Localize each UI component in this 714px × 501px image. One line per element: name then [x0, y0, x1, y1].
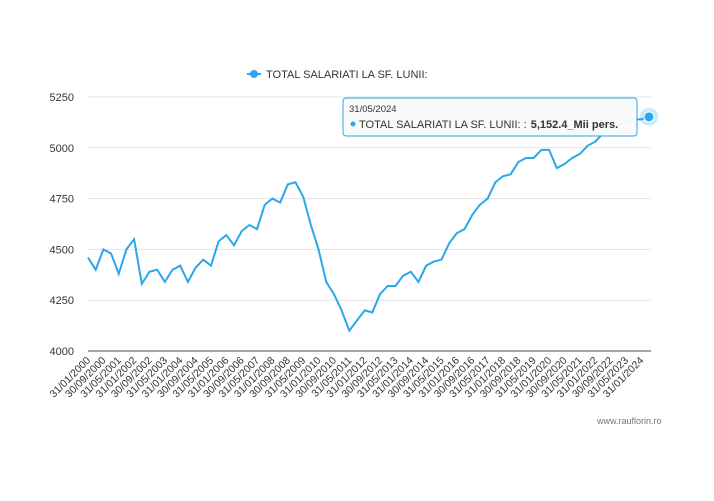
y-tick-label: 4500	[50, 244, 74, 256]
tooltip-text: TOTAL SALARIATI LA SF. LUNII: : 5,152.4_M…	[359, 119, 618, 131]
y-tick-label: 4000	[50, 346, 74, 358]
credit: www.rauflorin.ro	[596, 416, 662, 426]
tooltip-label: TOTAL SALARIATI LA SF. LUNII: :	[359, 119, 527, 131]
legend-label: TOTAL SALARIATI LA SF. LUNII:	[266, 69, 428, 81]
y-tick-label: 4750	[50, 194, 74, 206]
legend-marker	[250, 70, 258, 78]
tooltip-marker	[350, 121, 356, 127]
tooltip-value: 5,152.4_Mii pers.	[531, 119, 618, 131]
tooltip-box	[342, 97, 638, 137]
y-tick-label: 5250	[50, 92, 74, 104]
highlight-point	[643, 111, 655, 123]
y-tick-label: 4250	[50, 295, 74, 307]
tooltip-date: 31/05/2024	[349, 104, 397, 115]
y-tick-label: 5000	[50, 143, 74, 155]
tooltip: 31/05/2024 TOTAL SALARIATI LA SF. LUNII: …	[342, 97, 638, 137]
line	[87, 115, 650, 333]
